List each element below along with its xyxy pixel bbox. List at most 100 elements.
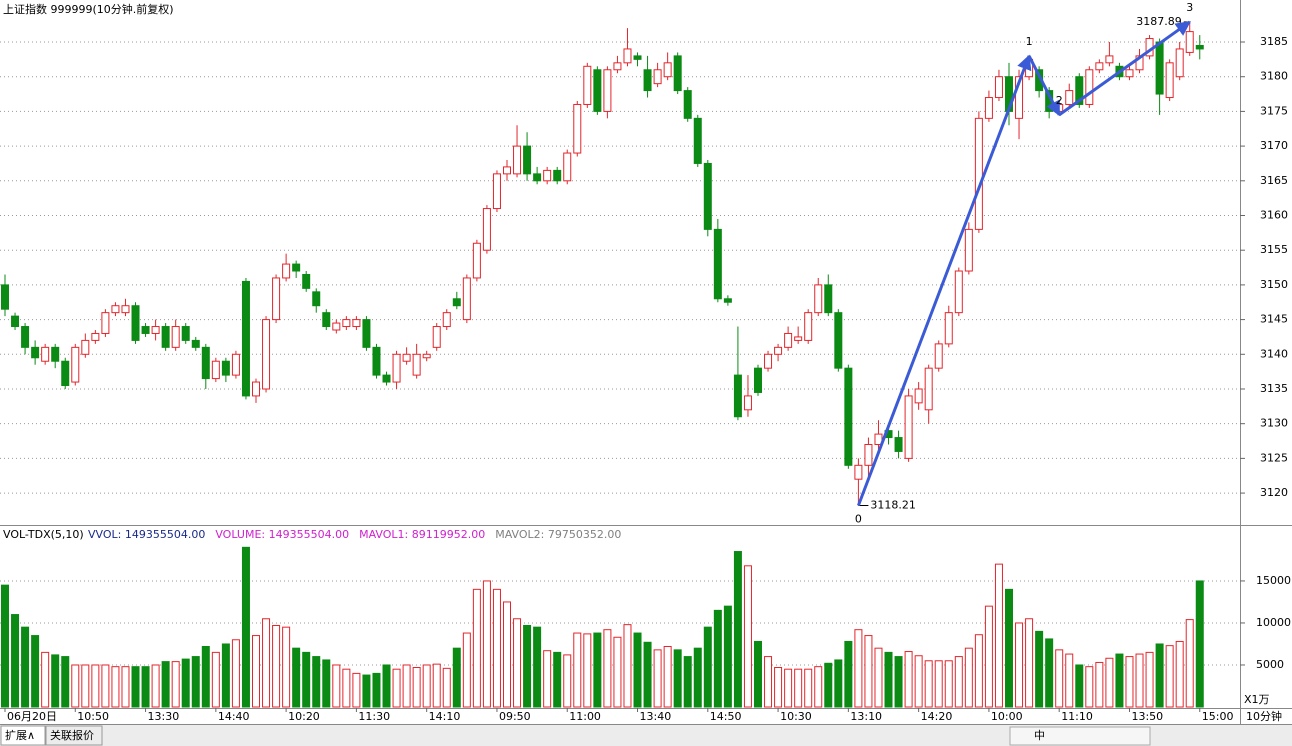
x-tick-label: 13:40: [640, 710, 672, 723]
volume-bar: [503, 601, 511, 708]
volume-bar: [663, 645, 672, 708]
candle-body: [994, 76, 1003, 99]
volume-bar: [211, 651, 220, 708]
x-tick-label: 14:20: [921, 710, 953, 723]
candle-body: [392, 353, 401, 383]
tab[interactable]: [0, 725, 46, 746]
volume-bar: [51, 654, 60, 708]
candle-body: [161, 326, 170, 348]
wave-arrow: [1027, 55, 1061, 117]
candle-body: [593, 69, 602, 112]
wave-label: 3: [1186, 1, 1193, 14]
volume-bar: [1165, 645, 1174, 708]
candle-body: [442, 312, 451, 328]
volume-bar: [944, 660, 953, 708]
volume-bar: [1155, 643, 1164, 708]
y-tick-label: 10000: [1256, 616, 1291, 629]
volume-bar: [884, 651, 893, 708]
candle-body: [633, 55, 642, 60]
x-tick-label: 13:50: [1131, 710, 1163, 723]
candle-body: [252, 381, 260, 397]
candle-body: [573, 103, 582, 154]
volume-bar: [1015, 622, 1024, 708]
y-tick-label: 3155: [1260, 243, 1288, 256]
candle-body: [964, 228, 973, 272]
indicator-readout: VOLUME: 149355504.00: [215, 528, 349, 541]
tab-label[interactable]: 扩展∧: [5, 728, 35, 742]
volume-bar: [161, 661, 170, 708]
volume-bar: [41, 651, 50, 708]
wave-label: 0: [855, 513, 862, 526]
volume-bar: [402, 664, 411, 708]
candle-body: [513, 145, 522, 175]
candle-body: [693, 117, 702, 164]
candle-body: [432, 326, 441, 348]
volume-bar: [151, 664, 160, 708]
x-tick-label: 10:30: [780, 710, 812, 723]
volume-bar: [442, 667, 451, 708]
volume-bar: [794, 668, 803, 708]
x-tick-label: 11:10: [1061, 710, 1093, 723]
candle-body: [774, 346, 783, 355]
candle-body: [472, 242, 481, 279]
x-tick-label: 14:50: [710, 710, 742, 723]
volume-bar: [462, 632, 471, 708]
tab-label[interactable]: 关联报价: [50, 728, 94, 742]
candle-body: [1065, 90, 1074, 105]
candle-body: [492, 173, 501, 210]
volume-bar: [914, 655, 923, 708]
candle-body: [272, 277, 281, 321]
candle-body: [231, 353, 240, 376]
candle-body: [21, 326, 30, 348]
volume-bar: [1145, 651, 1154, 708]
volume-bar: [91, 664, 100, 708]
x-tick-label: 14:10: [429, 710, 461, 723]
candle-body: [91, 332, 100, 341]
candle-body: [201, 346, 210, 380]
volume-bar: [282, 626, 291, 708]
bottom-bar: [0, 725, 1292, 746]
y-tick-label: 3120: [1260, 486, 1288, 499]
y-tick-label: 15000: [1256, 574, 1291, 587]
volume-bar: [754, 640, 762, 708]
candle-body: [312, 291, 321, 307]
toolbar-item[interactable]: 中: [1034, 729, 1045, 742]
volume-bar: [583, 633, 592, 708]
volume-bar: [121, 666, 130, 708]
volume-bar: [1025, 618, 1034, 708]
tab[interactable]: [45, 725, 103, 746]
wave-label: 2: [1056, 94, 1063, 107]
volume-bar: [533, 626, 542, 708]
candle-body: [262, 319, 271, 390]
candle-body: [974, 117, 983, 230]
volume-bar: [262, 618, 271, 708]
volume-bar: [141, 666, 150, 708]
volume-bar: [1055, 649, 1064, 708]
volume-bar: [703, 626, 712, 708]
volume-bar: [272, 624, 281, 708]
volume-bar: [513, 618, 522, 708]
candle-body: [764, 353, 773, 369]
candle-body: [111, 305, 120, 314]
volume-bar: [553, 651, 562, 708]
volume-bar: [994, 563, 1003, 708]
candle-body: [452, 298, 461, 307]
volume-bar: [653, 649, 662, 708]
y-tick-label: 3145: [1260, 313, 1288, 326]
candle-body: [362, 319, 371, 348]
volume-bar: [844, 640, 853, 708]
volume-bar: [974, 634, 983, 708]
candle-body: [41, 346, 50, 362]
volume-bar: [964, 647, 973, 708]
candle-body: [51, 346, 60, 362]
volume-bar: [221, 643, 230, 708]
volume-bar: [71, 664, 80, 708]
candle-body: [302, 273, 311, 289]
candle-body: [1, 284, 9, 310]
volume-bar: [573, 632, 582, 708]
y-tick-label: 3170: [1260, 139, 1288, 152]
y-tick-label: 3175: [1260, 104, 1288, 117]
volume-bar: [934, 660, 943, 708]
volume-bar: [472, 588, 481, 708]
